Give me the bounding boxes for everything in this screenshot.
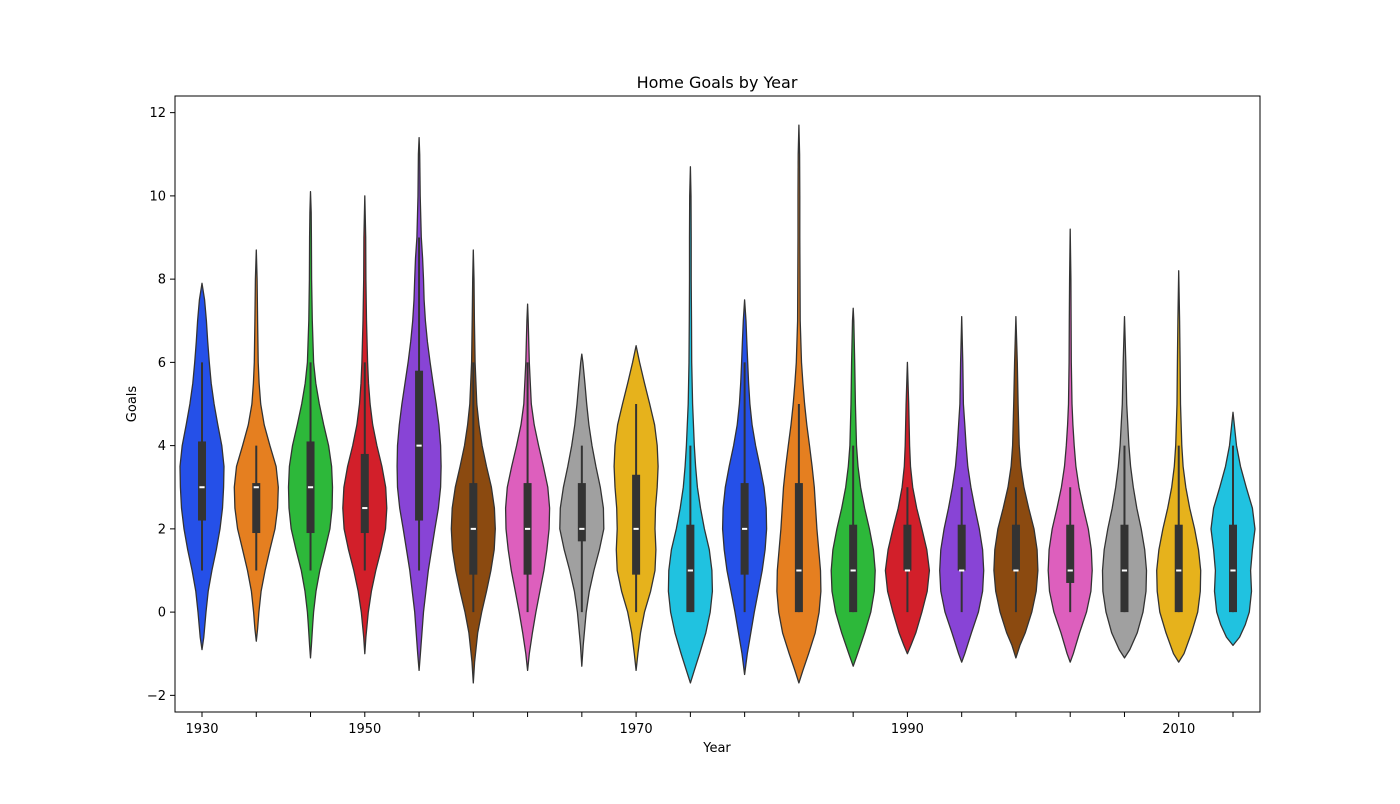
iqr-box-1990 <box>903 524 912 571</box>
iqr-box-1970 <box>632 474 641 575</box>
y-tick-label: −2 <box>147 689 166 704</box>
chart-title: Home Goals by Year <box>637 73 798 92</box>
iqr-box-2010 <box>1174 524 1183 613</box>
x-tick-label: 1930 <box>185 722 218 737</box>
x-axis: 1930 1950 1970 1990 2010 <box>185 712 1234 737</box>
x-tick-label: 1990 <box>891 722 924 737</box>
y-tick-label: 6 <box>158 356 166 371</box>
iqr-box-1966 <box>577 483 586 542</box>
y-tick-label: 0 <box>158 606 166 621</box>
x-tick-label: 1950 <box>348 722 381 737</box>
y-tick-label: 8 <box>158 273 166 288</box>
iqr-box-1998 <box>1011 524 1020 571</box>
violin-2002 <box>1047 228 1093 663</box>
iqr-box-2002 <box>1066 524 1075 583</box>
y-tick-label: 10 <box>149 189 166 204</box>
iqr-box-1974 <box>686 524 695 613</box>
y-tick-label: 2 <box>158 522 166 537</box>
plot-frame <box>174 95 1261 713</box>
x-tick-label: 1970 <box>620 722 653 737</box>
violin-1934 <box>233 249 279 642</box>
iqr-box-2006 <box>1120 524 1129 613</box>
iqr-box-1986 <box>849 524 858 613</box>
x-axis-label: Year <box>702 741 731 756</box>
iqr-box-2014 <box>1229 524 1237 613</box>
y-tick-label: 4 <box>158 439 166 454</box>
x-tick-label: 2010 <box>1162 722 1195 737</box>
boxes-layer <box>198 237 1237 613</box>
iqr-box-1934 <box>252 483 261 534</box>
y-axis-label: Goals <box>125 386 140 423</box>
y-tick-label: 12 <box>149 106 166 121</box>
iqr-box-1930 <box>198 441 206 521</box>
iqr-box-1994 <box>957 524 966 571</box>
violin-1974 <box>667 166 714 684</box>
iqr-box-1982 <box>794 483 803 613</box>
iqr-box-1950 <box>360 453 369 534</box>
y-axis: −2 0 2 4 6 8 10 12 <box>147 106 175 704</box>
